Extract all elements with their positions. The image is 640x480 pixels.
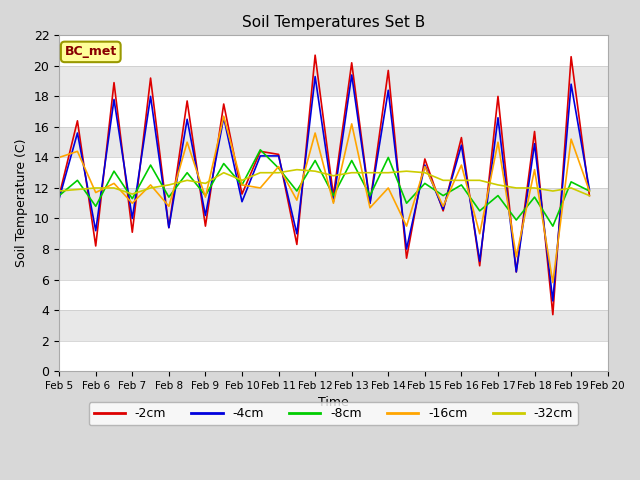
Bar bbox=[59, 188, 608, 218]
Bar bbox=[59, 310, 608, 341]
Y-axis label: Soil Temperature (C): Soil Temperature (C) bbox=[15, 139, 28, 267]
Bar bbox=[59, 249, 608, 279]
Legend: -2cm, -4cm, -8cm, -16cm, -32cm: -2cm, -4cm, -8cm, -16cm, -32cm bbox=[88, 402, 578, 425]
X-axis label: Time: Time bbox=[318, 396, 349, 409]
Bar bbox=[59, 127, 608, 157]
Title: Soil Temperatures Set B: Soil Temperatures Set B bbox=[242, 15, 425, 30]
Bar bbox=[59, 66, 608, 96]
Text: BC_met: BC_met bbox=[65, 46, 117, 59]
